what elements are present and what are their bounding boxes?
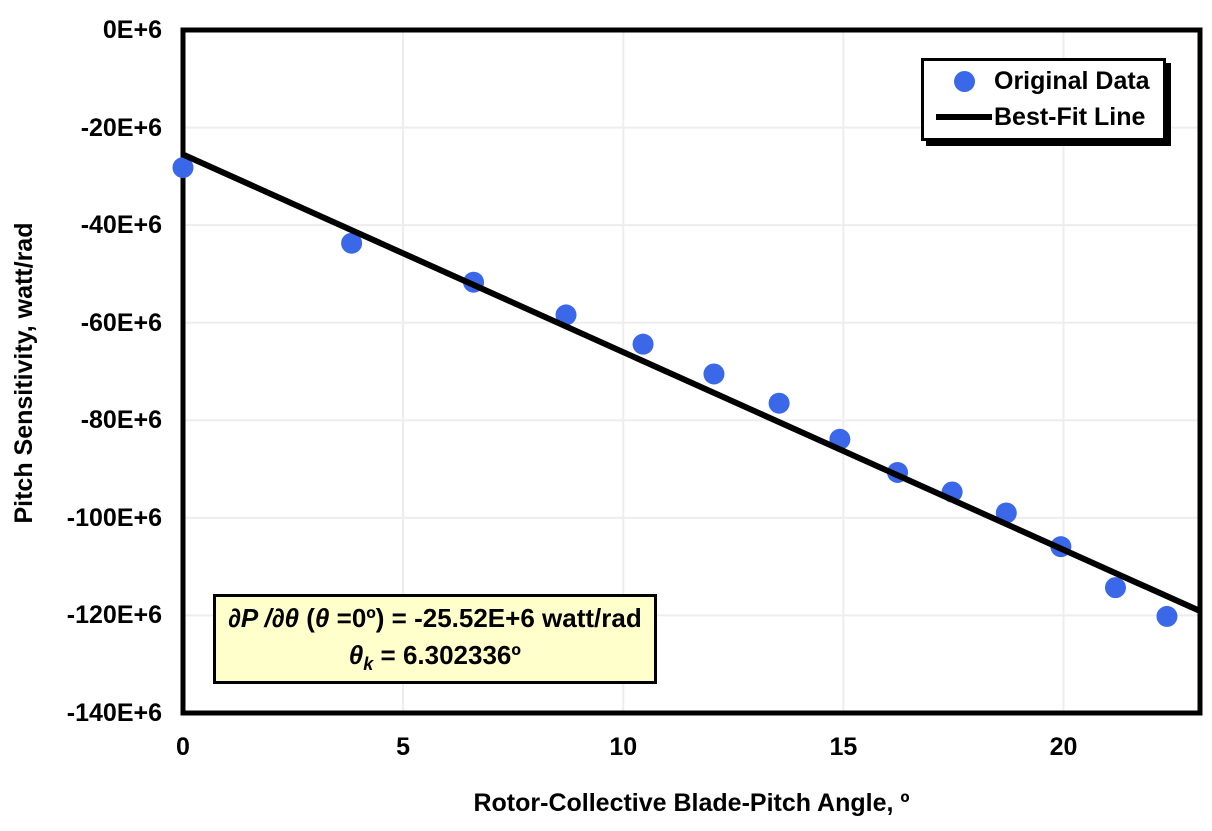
data-point bbox=[995, 502, 1017, 524]
x-tick-label: 0 bbox=[176, 733, 190, 761]
legend-marker-cell bbox=[934, 71, 994, 93]
y-tick-label: -80E+6 bbox=[80, 406, 162, 435]
x-tick-label: 15 bbox=[829, 733, 858, 761]
partial-derivative-symbol: ∂P /∂θ bbox=[228, 603, 307, 633]
y-tick-label: -140E+6 bbox=[66, 699, 162, 727]
y-tick-label: -120E+6 bbox=[66, 601, 162, 630]
y-tick-label: -40E+6 bbox=[80, 211, 162, 240]
legend-item-best-fit-line: Best-Fit Line bbox=[924, 103, 1163, 132]
y-tick-label: -60E+6 bbox=[80, 308, 162, 337]
annotation-line-2: θk = 6.302336º bbox=[348, 640, 521, 675]
legend-item-original-data: Original Data bbox=[924, 67, 1163, 96]
annotation-line-1: ∂P /∂θ (θ =0º) = -25.52E+6 watt/rad bbox=[228, 603, 642, 633]
y-tick-label: -100E+6 bbox=[66, 503, 162, 532]
x-tick-label: 20 bbox=[1049, 733, 1078, 761]
data-point bbox=[1156, 605, 1178, 627]
x-tick-label: 5 bbox=[396, 733, 411, 761]
scatter-marker-icon bbox=[953, 71, 975, 93]
data-point bbox=[1104, 577, 1126, 599]
y-tick-label: -20E+6 bbox=[80, 113, 162, 142]
best-fit-line bbox=[181, 151, 1202, 614]
line-marker-icon bbox=[936, 114, 992, 121]
data-point bbox=[341, 232, 363, 254]
plot-border bbox=[180, 27, 1203, 716]
legend: Original Data Best-Fit Line bbox=[921, 58, 1166, 141]
x-tick-label: 10 bbox=[609, 733, 638, 761]
data-point bbox=[555, 304, 577, 326]
theta-k-symbol: θ bbox=[348, 640, 364, 670]
data-point bbox=[768, 392, 790, 414]
data-point bbox=[632, 333, 654, 355]
annotation-box: ∂P /∂θ (θ =0º) = -25.52E+6 watt/rad θk =… bbox=[213, 594, 657, 684]
y-tick-label: 0E+6 bbox=[102, 16, 162, 44]
legend-item-label: Best-Fit Line bbox=[994, 102, 1146, 131]
legend-item-label: Original Data bbox=[994, 67, 1150, 96]
y-axis-title: Pitch Sensitivity, watt/rad bbox=[10, 222, 38, 524]
theta-k-value: = 6.302336º bbox=[373, 640, 521, 670]
slope-value: =0º) = -25.52E+6 watt/rad bbox=[336, 603, 642, 633]
data-point bbox=[172, 157, 194, 179]
theta-symbol: θ bbox=[314, 603, 337, 633]
legend-marker-cell bbox=[934, 114, 994, 121]
data-point bbox=[703, 363, 725, 385]
x-axis-title: Rotor-Collective Blade-Pitch Angle, º bbox=[473, 789, 910, 817]
